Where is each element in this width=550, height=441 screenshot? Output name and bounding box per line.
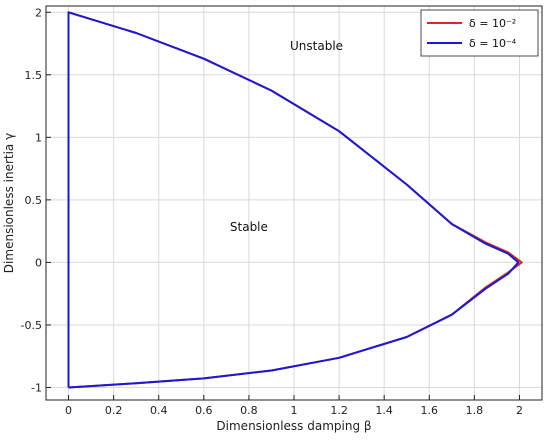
x-tick-label: 0.4	[150, 404, 168, 417]
ticks: 0 0.2 0.4 0.6 0.8 1 1.2 1.4 1.6 1.8 2 -1 -0.5 0 0.5 1 1.…	[21, 6, 523, 417]
x-tick-label: 1.2	[330, 404, 348, 417]
y-tick-label: 0	[35, 256, 42, 269]
x-tick-label: 0.2	[105, 404, 123, 417]
x-tick-label: 0	[65, 404, 72, 417]
x-tick-label: 1.6	[421, 404, 439, 417]
y-tick-label: 0.5	[25, 194, 43, 207]
x-tick-label: 1.8	[466, 404, 484, 417]
x-axis-label: Dimensionless damping β	[216, 419, 371, 433]
annotation-label: Stable	[230, 220, 268, 234]
y-axis-label: Dimensionless inertia γ	[2, 133, 16, 273]
annotation-label: Unstable	[290, 39, 343, 53]
annotations: Unstable Stable	[230, 39, 343, 234]
legend-label-series-1: δ = 10⁻²	[469, 17, 516, 30]
series-line-2	[67, 11, 520, 389]
legend-label-series-2: δ = 10⁻⁴	[469, 37, 517, 50]
y-tick-label: 2	[35, 6, 42, 19]
x-tick-label: 1	[291, 404, 298, 417]
legend-box	[420, 9, 539, 57]
x-tick-label: 2	[516, 404, 523, 417]
y-tick-label: -0.5	[21, 319, 42, 332]
x-tick-label: 0.8	[240, 404, 258, 417]
x-tick-label: 0.6	[195, 404, 213, 417]
series-layer	[67, 11, 523, 389]
legend: δ = 10⁻² δ = 10⁻⁴	[420, 9, 539, 57]
x-tick-label: 1.4	[375, 404, 393, 417]
grid	[46, 6, 542, 400]
y-tick-label: 1.5	[25, 69, 43, 82]
y-tick-label: 1	[35, 131, 42, 144]
y-tick-label: -1	[31, 381, 42, 394]
